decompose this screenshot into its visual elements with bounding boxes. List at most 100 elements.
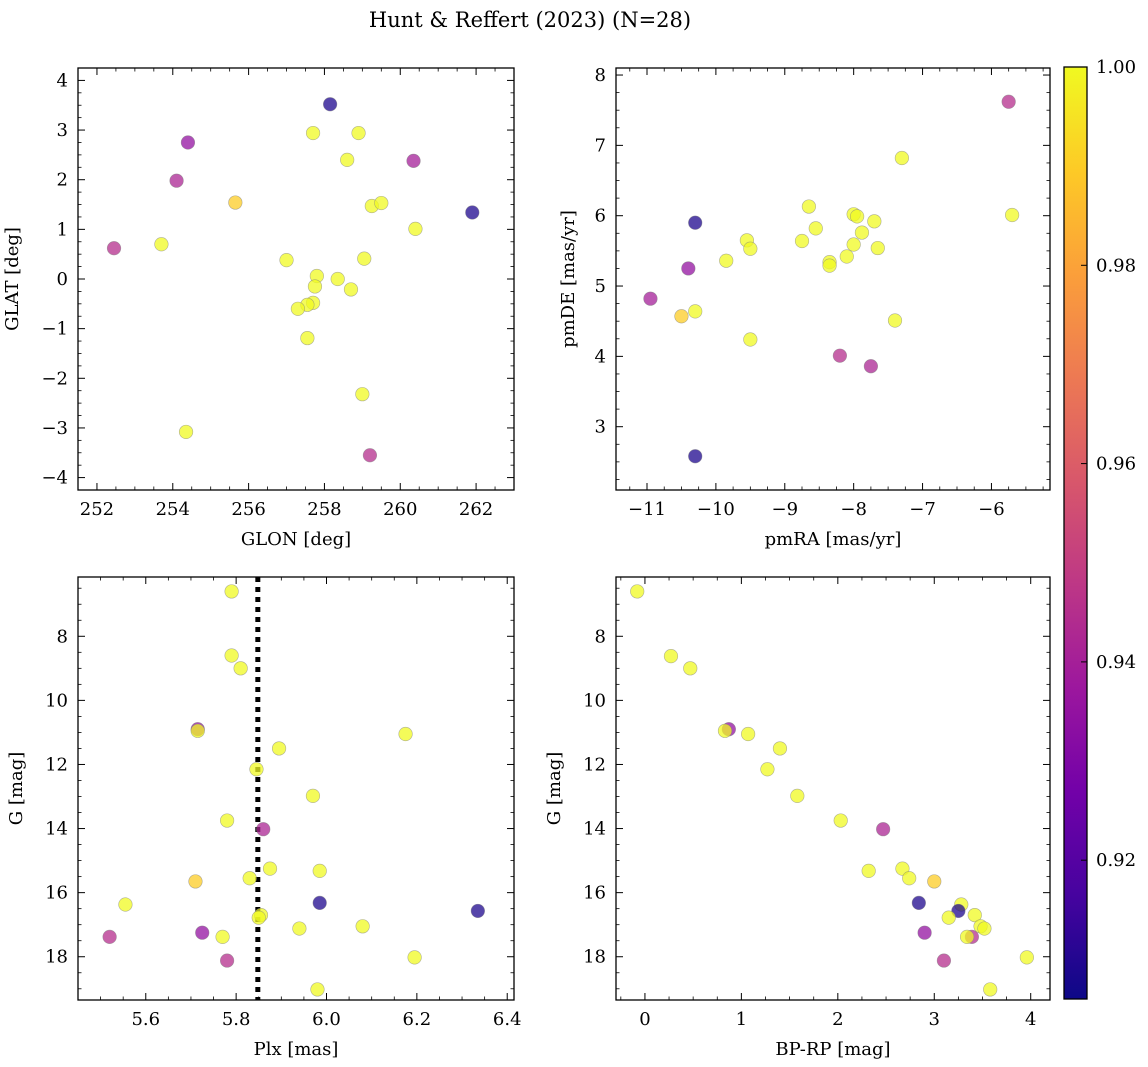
scatter-point	[224, 648, 239, 663]
y-tick-label: 5	[595, 276, 606, 297]
scatter-point	[902, 871, 917, 886]
x-axis-label: BP-RP [mag]	[775, 1039, 890, 1060]
panel-glon-glat: 252 254 256 258 260 262 −4 −3 −2 −1 0 1 2 3 4 GLON [deg…	[2, 67, 515, 550]
scatter-point	[323, 97, 338, 112]
scatter-point	[854, 225, 870, 240]
y-tick-label: 4	[595, 346, 606, 367]
scatter-point	[169, 173, 184, 188]
y-axis-label: G [mag]	[544, 752, 565, 825]
scatter-point	[839, 249, 854, 264]
scatter-point	[772, 741, 788, 756]
x-tick-label: −7	[909, 499, 936, 520]
scatter-point	[310, 982, 325, 997]
scatter-point	[808, 221, 823, 236]
scatter-point	[794, 233, 810, 249]
scatter-point	[219, 953, 235, 968]
scatter-point	[941, 910, 956, 925]
axes-frame	[615, 67, 1051, 491]
y-tick-label: 6	[595, 206, 606, 227]
scatter-point	[870, 240, 885, 256]
scatter-point	[228, 195, 243, 210]
y-tick-label: 8	[595, 65, 606, 86]
scatter-point	[355, 919, 370, 934]
y-tick-label: −2	[41, 368, 68, 389]
scatter-point	[340, 152, 355, 167]
scatter-point	[292, 921, 307, 936]
scatter-point	[180, 135, 196, 150]
y-axis-label: G [mag]	[6, 752, 27, 825]
panel-pmra-pmde: −11 −10 −9 −8 −7 −6 3 4 5 6 7 8 pmRA [mas/yr] pmDE [m…	[558, 65, 1051, 550]
x-tick-label: −10	[697, 499, 735, 520]
y-tick-label: −1	[41, 319, 68, 340]
y-tick-label: 14	[45, 819, 68, 840]
x-tick-label: 4	[1025, 1009, 1036, 1030]
scatter-point	[927, 874, 942, 889]
x-axis-label: pmRA [mas/yr]	[765, 529, 902, 550]
scatter-point	[312, 863, 327, 878]
y-tick-label: 3	[595, 417, 606, 438]
scatter-point	[154, 237, 169, 252]
scatter-point	[887, 313, 903, 328]
scatter-point	[1005, 207, 1020, 223]
scatter-point	[279, 253, 294, 268]
scatter-point	[178, 424, 194, 440]
scatter-point	[801, 199, 816, 214]
x-tick-label: 0	[639, 1009, 650, 1030]
scatter-point	[741, 726, 756, 742]
scatter-point	[674, 309, 689, 324]
scatter-point	[357, 251, 372, 266]
scatter-point	[790, 788, 805, 803]
scatter-point	[106, 241, 122, 256]
x-tick-label: 258	[307, 499, 341, 520]
y-tick-label: 2	[57, 170, 68, 191]
scatter-point	[936, 953, 952, 968]
y-tick-label: 14	[583, 819, 606, 840]
x-tick-label: −9	[772, 499, 799, 520]
scatter-point	[876, 822, 891, 837]
y-tick-label: 7	[595, 135, 606, 156]
scatter-point	[330, 271, 345, 287]
scatter-point	[1001, 94, 1016, 109]
x-tick-label: 1	[736, 1009, 747, 1030]
axes-frame	[77, 576, 515, 1001]
scatter-point	[374, 195, 389, 211]
scatter-point	[190, 723, 205, 738]
scatter-point	[743, 241, 758, 256]
scatter-point	[683, 661, 698, 676]
scatter-point	[717, 723, 733, 738]
scatter-point	[102, 929, 117, 944]
y-tick-label: 1	[57, 219, 68, 240]
y-tick-label: 18	[583, 947, 606, 968]
scatter-point	[832, 348, 847, 363]
axes-frame	[615, 576, 1051, 1001]
colorbar-tick-label: 0.94	[1096, 652, 1136, 673]
x-tick-label: 6.0	[312, 1009, 341, 1030]
scatter-point	[894, 150, 909, 166]
x-tick-label: 3	[929, 1009, 940, 1030]
y-tick-label: 4	[57, 70, 68, 91]
y-tick-label: 16	[45, 883, 68, 904]
scatter-point	[743, 332, 758, 347]
y-axis-label: pmDE [mas/yr]	[558, 210, 579, 348]
scatter-point	[219, 813, 235, 828]
scatter-point	[215, 929, 230, 944]
scatter-point	[195, 925, 210, 940]
scatter-point	[249, 762, 264, 777]
scatter-point	[681, 261, 696, 276]
x-axis-label: Plx [mas]	[254, 1039, 339, 1060]
x-tick-label: 262	[459, 499, 493, 520]
scatter-point	[688, 215, 703, 230]
scatter-point	[118, 897, 133, 912]
y-tick-label: 3	[57, 120, 68, 141]
x-tick-label: 2	[832, 1009, 843, 1030]
scatter-point	[465, 205, 480, 220]
scatter-point	[312, 895, 327, 911]
figure-title: Hunt & Reffert (2023) (N=28)	[369, 8, 691, 32]
scatter-point	[850, 209, 865, 224]
scatter-point	[362, 448, 378, 463]
scatter-point	[256, 822, 271, 837]
scatter-point	[355, 387, 370, 402]
scatter-point	[688, 304, 703, 319]
